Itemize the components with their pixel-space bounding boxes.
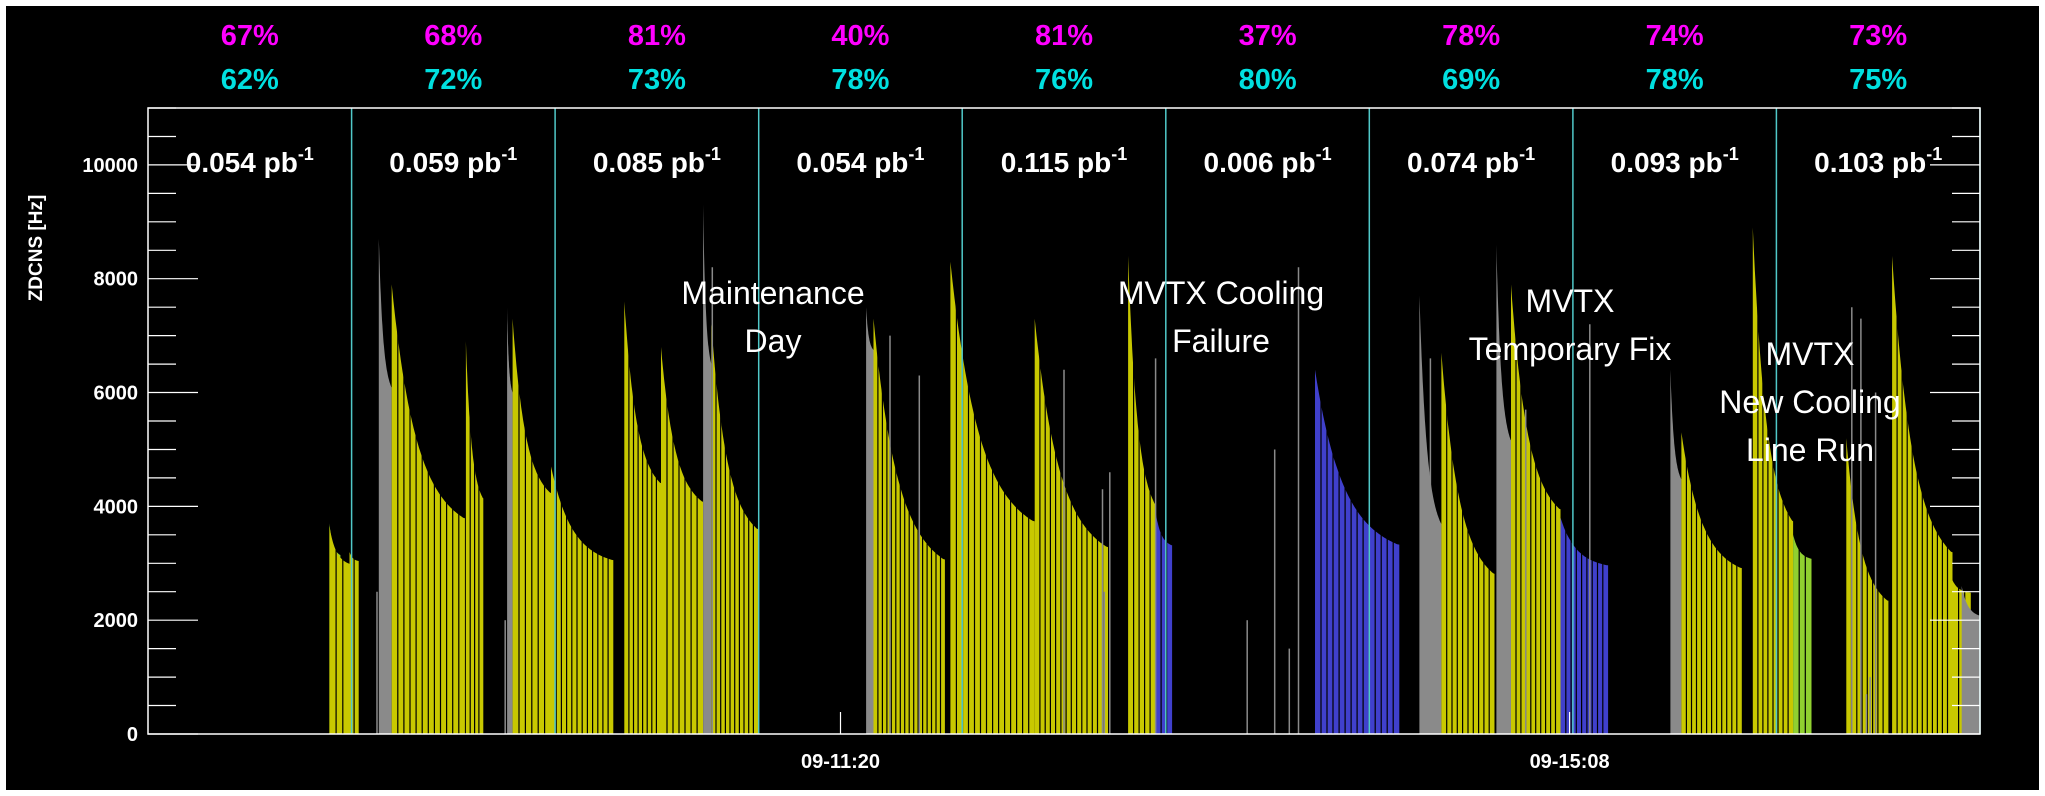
fill-17 [1128,256,1156,734]
ytick-label: 4000 [94,496,139,518]
lumi-label-4: 0.115 pb-1 [1001,144,1128,178]
pct-top-0: 67% [221,20,279,52]
lumi-value: 0.093 pb [1611,147,1723,178]
y-axis-title: ZDCNS [Hz] [26,195,47,302]
fill-separators [350,108,1981,734]
annotation-0-line-1: Day [745,323,802,359]
data-bars [329,108,1980,734]
xtick-label: 09-11:20 [801,751,880,773]
annotation-0-line-0: Maintenance [681,275,864,311]
xtick-label: 09-15:08 [1530,751,1610,773]
lumi-label-5: 0.006 pb-1 [1204,144,1332,178]
fill-18 [1155,512,1173,734]
lumi-exponent: -1 [1926,144,1942,164]
pct-bottom-3: 78% [831,64,889,96]
ytick-label: 8000 [94,269,139,291]
pct-bottom-0: 62% [221,64,279,96]
lumi-exponent: -1 [1723,144,1739,164]
fill-11 [703,204,712,734]
pct-bottom-7: 78% [1646,64,1704,96]
fill-28 [1793,534,1812,734]
pct-bottom-1: 72% [424,64,482,96]
fill-22 [1496,244,1511,734]
lumi-value: 0.115 pb [1001,147,1112,178]
lumi-value: 0.054 pb [186,147,298,178]
ytick-label: 0 [127,724,138,746]
pct-bottom-4: 76% [1035,64,1093,96]
lumi-label-6: 0.074 pb-1 [1407,144,1535,178]
lumi-value: 0.059 pb [389,147,501,178]
fill-6 [507,307,513,734]
fill-1 [329,526,350,734]
lumi-value: 0.054 pb [796,147,908,178]
fill-25 [1670,369,1682,734]
ytick-label: 2000 [94,610,139,632]
lumi-exponent: -1 [1111,144,1127,164]
annotation-2-line-1: Temporary Fix [1469,331,1672,367]
lumi-label-8: 0.103 pb-1 [1814,144,1942,178]
pct-top-1: 68% [424,20,482,52]
annotation-3-line-0: MVTX [1766,336,1855,372]
lumi-label-2: 0.085 pb-1 [593,144,721,178]
lumi-label-3: 0.054 pb-1 [796,144,924,178]
lumi-value: 0.074 pb [1407,147,1519,178]
fill-13 [866,307,874,734]
axes: 0 2000 4000 6000 8000 10000 ZDCNS [Hz] 09-11:20… [26,107,1980,773]
pct-bottom-6: 69% [1442,64,1500,96]
segment-labels: 67%62%0.054 pb-168%72%0.059 pb-181%73%0.… [186,20,1942,178]
lumi-exponent: -1 [1316,144,1332,164]
fill-3 [378,238,392,734]
pct-top-4: 81% [1035,20,1093,52]
ytick-label: 6000 [94,383,139,405]
ytick-label: 10000 [82,155,138,177]
lumi-value: 0.103 pb [1814,147,1926,178]
lumi-label-0: 0.054 pb-1 [186,144,314,178]
lumi-exponent: -1 [705,144,721,164]
annotation-3-line-2: Line Run [1746,432,1874,468]
pct-top-5: 37% [1239,20,1297,52]
pct-top-3: 40% [831,20,889,52]
lumi-exponent: -1 [908,144,924,164]
pct-bottom-5: 80% [1239,64,1297,96]
annotation-2-line-0: MVTX [1526,283,1615,319]
annotation-1-line-1: Failure [1172,323,1270,359]
pct-bottom-2: 73% [628,64,686,96]
pct-bottom-8: 75% [1849,64,1907,96]
fill-32 [1961,586,1980,734]
annotation-3-line-1: New Cooling [1719,384,1900,420]
lumi-exponent: -1 [298,144,314,164]
pct-top-6: 78% [1442,20,1500,52]
lumi-value: 0.085 pb [593,147,705,178]
lumi-value: 0.006 pb [1204,147,1316,178]
annotations: Maintenance Day MVTX Cooling Failure MVTX Tem… [681,275,1900,468]
fill-10 [661,347,704,734]
lumi-label-1: 0.059 pb-1 [389,144,517,178]
lumi-exponent: -1 [501,144,517,164]
pct-top-8: 73% [1849,20,1907,52]
pct-top-7: 74% [1646,20,1704,52]
lumi-label-7: 0.093 pb-1 [1611,144,1739,178]
annotation-1-line-0: MVTX Cooling [1118,275,1324,311]
pct-top-2: 81% [628,20,686,52]
lumi-exponent: -1 [1519,144,1535,164]
